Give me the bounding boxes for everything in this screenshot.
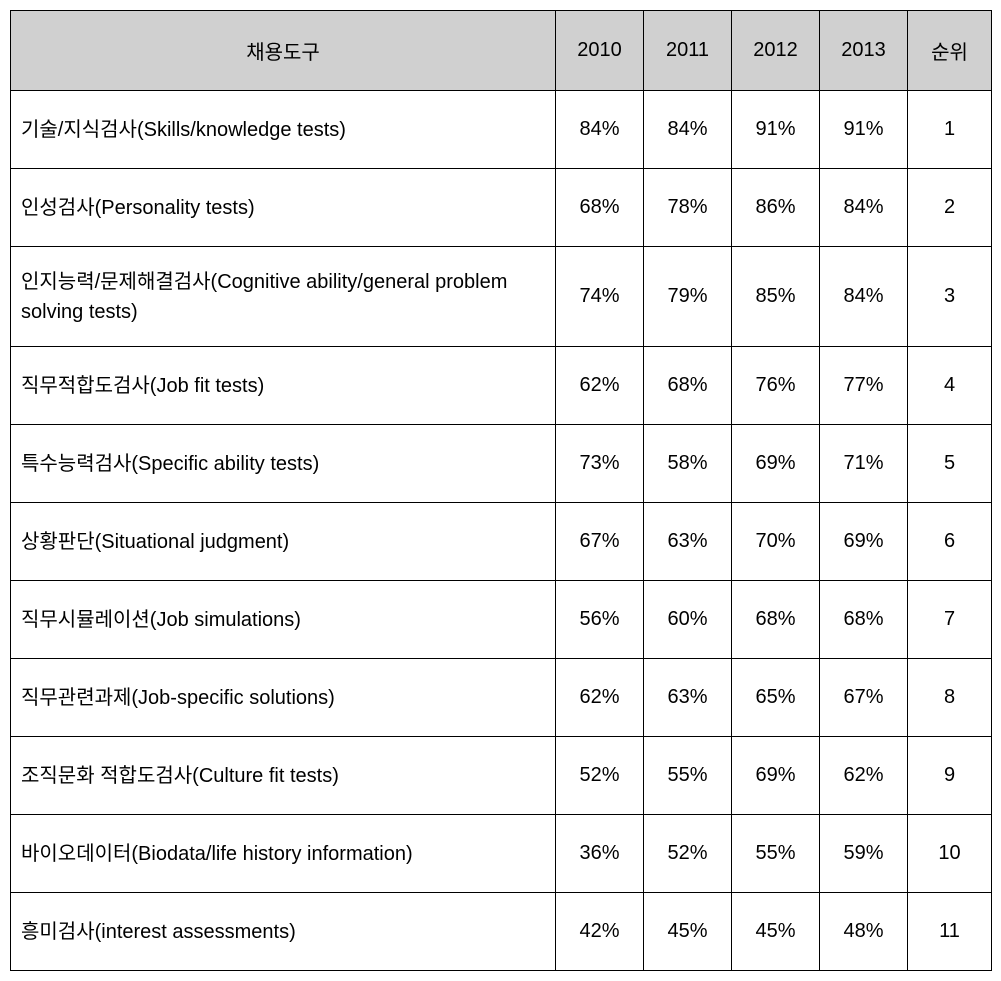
- cell-y2011: 55%: [644, 737, 732, 815]
- cell-y2013: 91%: [820, 91, 908, 169]
- cell-y2010: 68%: [556, 169, 644, 247]
- cell-rank: 2: [908, 169, 992, 247]
- cell-y2010: 73%: [556, 425, 644, 503]
- cell-tool: 특수능력검사(Specific ability tests): [11, 425, 556, 503]
- cell-y2011: 63%: [644, 659, 732, 737]
- cell-y2013: 69%: [820, 503, 908, 581]
- cell-y2013: 84%: [820, 169, 908, 247]
- cell-tool: 바이오데이터(Biodata/life history information): [11, 815, 556, 893]
- table-row: 바이오데이터(Biodata/life history information)…: [11, 815, 992, 893]
- table-row: 기술/지식검사(Skills/knowledge tests)84%84%91%…: [11, 91, 992, 169]
- cell-y2012: 86%: [732, 169, 820, 247]
- cell-tool: 상황판단(Situational judgment): [11, 503, 556, 581]
- cell-y2013: 59%: [820, 815, 908, 893]
- cell-y2010: 62%: [556, 659, 644, 737]
- cell-y2010: 84%: [556, 91, 644, 169]
- cell-y2011: 45%: [644, 893, 732, 971]
- header-tool: 채용도구: [11, 11, 556, 91]
- cell-rank: 4: [908, 347, 992, 425]
- cell-y2013: 71%: [820, 425, 908, 503]
- cell-y2011: 60%: [644, 581, 732, 659]
- cell-tool: 직무관련과제(Job-specific solutions): [11, 659, 556, 737]
- cell-rank: 5: [908, 425, 992, 503]
- cell-y2012: 45%: [732, 893, 820, 971]
- header-rank: 순위: [908, 11, 992, 91]
- cell-tool: 기술/지식검사(Skills/knowledge tests): [11, 91, 556, 169]
- table-header-row: 채용도구 2010 2011 2012 2013 순위: [11, 11, 992, 91]
- cell-rank: 11: [908, 893, 992, 971]
- cell-y2011: 78%: [644, 169, 732, 247]
- table-row: 직무시뮬레이션(Job simulations)56%60%68%68%7: [11, 581, 992, 659]
- table-row: 흥미검사(interest assessments)42%45%45%48%11: [11, 893, 992, 971]
- cell-y2013: 67%: [820, 659, 908, 737]
- cell-y2013: 68%: [820, 581, 908, 659]
- cell-y2010: 62%: [556, 347, 644, 425]
- table-row: 직무관련과제(Job-specific solutions)62%63%65%6…: [11, 659, 992, 737]
- header-2011: 2011: [644, 11, 732, 91]
- table-body: 기술/지식검사(Skills/knowledge tests)84%84%91%…: [11, 91, 992, 971]
- cell-y2011: 52%: [644, 815, 732, 893]
- cell-y2010: 67%: [556, 503, 644, 581]
- cell-rank: 1: [908, 91, 992, 169]
- cell-y2011: 68%: [644, 347, 732, 425]
- header-2012: 2012: [732, 11, 820, 91]
- cell-y2010: 36%: [556, 815, 644, 893]
- table-row: 직무적합도검사(Job fit tests)62%68%76%77%4: [11, 347, 992, 425]
- cell-tool: 인성검사(Personality tests): [11, 169, 556, 247]
- table-row: 인지능력/문제해결검사(Cognitive ability/general pr…: [11, 247, 992, 347]
- cell-rank: 6: [908, 503, 992, 581]
- cell-y2013: 77%: [820, 347, 908, 425]
- cell-y2011: 58%: [644, 425, 732, 503]
- cell-y2011: 63%: [644, 503, 732, 581]
- header-2013: 2013: [820, 11, 908, 91]
- cell-y2010: 74%: [556, 247, 644, 347]
- cell-y2012: 68%: [732, 581, 820, 659]
- cell-y2012: 69%: [732, 737, 820, 815]
- cell-y2012: 65%: [732, 659, 820, 737]
- cell-y2011: 79%: [644, 247, 732, 347]
- cell-tool: 인지능력/문제해결검사(Cognitive ability/general pr…: [11, 247, 556, 347]
- cell-y2012: 91%: [732, 91, 820, 169]
- table-row: 특수능력검사(Specific ability tests)73%58%69%7…: [11, 425, 992, 503]
- table-row: 조직문화 적합도검사(Culture fit tests)52%55%69%62…: [11, 737, 992, 815]
- table-row: 상황판단(Situational judgment)67%63%70%69%6: [11, 503, 992, 581]
- cell-y2010: 52%: [556, 737, 644, 815]
- cell-rank: 10: [908, 815, 992, 893]
- cell-tool: 흥미검사(interest assessments): [11, 893, 556, 971]
- cell-y2012: 76%: [732, 347, 820, 425]
- cell-y2012: 85%: [732, 247, 820, 347]
- header-2010: 2010: [556, 11, 644, 91]
- table-row: 인성검사(Personality tests)68%78%86%84%2: [11, 169, 992, 247]
- cell-rank: 8: [908, 659, 992, 737]
- cell-tool: 직무시뮬레이션(Job simulations): [11, 581, 556, 659]
- recruitment-tools-table: 채용도구 2010 2011 2012 2013 순위 기술/지식검사(Skil…: [10, 10, 992, 971]
- cell-rank: 3: [908, 247, 992, 347]
- cell-y2012: 70%: [732, 503, 820, 581]
- cell-tool: 조직문화 적합도검사(Culture fit tests): [11, 737, 556, 815]
- cell-y2011: 84%: [644, 91, 732, 169]
- cell-y2012: 69%: [732, 425, 820, 503]
- cell-y2013: 84%: [820, 247, 908, 347]
- cell-y2010: 42%: [556, 893, 644, 971]
- cell-y2010: 56%: [556, 581, 644, 659]
- cell-y2013: 62%: [820, 737, 908, 815]
- cell-tool: 직무적합도검사(Job fit tests): [11, 347, 556, 425]
- cell-y2012: 55%: [732, 815, 820, 893]
- cell-rank: 7: [908, 581, 992, 659]
- cell-rank: 9: [908, 737, 992, 815]
- cell-y2013: 48%: [820, 893, 908, 971]
